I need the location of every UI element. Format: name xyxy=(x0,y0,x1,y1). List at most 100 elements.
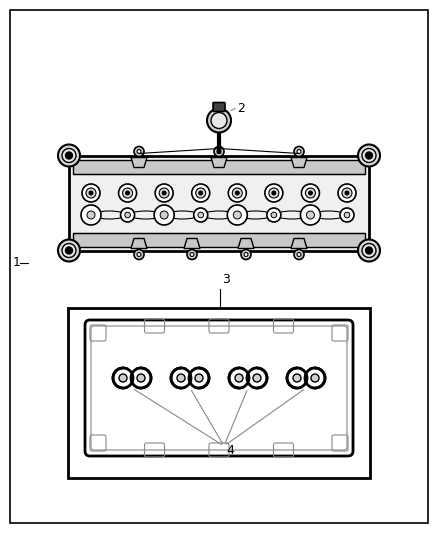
Circle shape xyxy=(269,188,279,198)
Circle shape xyxy=(307,211,314,219)
Circle shape xyxy=(271,212,277,218)
Circle shape xyxy=(134,249,144,260)
Circle shape xyxy=(235,374,243,382)
Circle shape xyxy=(305,188,315,198)
Circle shape xyxy=(62,244,76,257)
Polygon shape xyxy=(291,238,307,248)
Circle shape xyxy=(189,368,209,388)
Circle shape xyxy=(247,368,267,388)
Circle shape xyxy=(305,368,325,388)
Circle shape xyxy=(155,184,173,202)
Circle shape xyxy=(89,191,93,195)
Circle shape xyxy=(358,239,380,262)
Circle shape xyxy=(308,191,312,195)
Circle shape xyxy=(137,253,141,256)
Circle shape xyxy=(362,244,376,257)
Circle shape xyxy=(227,205,247,225)
Circle shape xyxy=(190,253,194,256)
Text: 4: 4 xyxy=(226,443,234,456)
Circle shape xyxy=(344,212,350,218)
Circle shape xyxy=(232,188,242,198)
Circle shape xyxy=(195,374,203,382)
Circle shape xyxy=(126,191,130,195)
Circle shape xyxy=(81,205,101,225)
Circle shape xyxy=(123,188,133,198)
Circle shape xyxy=(294,249,304,260)
Circle shape xyxy=(297,253,301,256)
Circle shape xyxy=(267,208,281,222)
Circle shape xyxy=(365,247,372,254)
Circle shape xyxy=(345,191,349,195)
Circle shape xyxy=(342,188,352,198)
Circle shape xyxy=(160,211,168,219)
Polygon shape xyxy=(131,157,147,167)
Circle shape xyxy=(340,208,354,222)
Circle shape xyxy=(113,368,133,388)
Text: 2: 2 xyxy=(237,102,245,115)
Circle shape xyxy=(229,368,249,388)
FancyBboxPatch shape xyxy=(69,156,369,251)
Bar xyxy=(239,368,257,388)
Circle shape xyxy=(358,144,380,166)
Circle shape xyxy=(120,208,134,222)
Circle shape xyxy=(66,152,73,159)
FancyBboxPatch shape xyxy=(213,102,225,111)
Bar xyxy=(73,159,365,174)
Circle shape xyxy=(297,149,301,154)
Bar xyxy=(68,308,370,478)
Circle shape xyxy=(198,212,204,218)
Circle shape xyxy=(244,253,248,256)
Circle shape xyxy=(137,374,145,382)
Circle shape xyxy=(137,149,141,154)
Bar xyxy=(73,232,365,246)
Circle shape xyxy=(311,374,319,382)
Circle shape xyxy=(207,109,231,133)
Circle shape xyxy=(265,184,283,202)
Circle shape xyxy=(211,112,227,128)
Text: 1: 1 xyxy=(13,256,21,270)
Polygon shape xyxy=(238,238,254,248)
Circle shape xyxy=(187,249,197,260)
Polygon shape xyxy=(184,238,200,248)
Circle shape xyxy=(154,205,174,225)
Circle shape xyxy=(233,211,241,219)
Circle shape xyxy=(199,191,203,195)
Circle shape xyxy=(217,149,221,154)
Circle shape xyxy=(159,188,169,198)
Circle shape xyxy=(214,147,224,157)
Circle shape xyxy=(196,188,206,198)
Circle shape xyxy=(300,205,321,225)
Circle shape xyxy=(58,239,80,262)
Circle shape xyxy=(293,374,301,382)
Circle shape xyxy=(194,208,208,222)
Circle shape xyxy=(87,211,95,219)
Circle shape xyxy=(86,188,96,198)
Circle shape xyxy=(171,368,191,388)
Circle shape xyxy=(66,247,73,254)
Polygon shape xyxy=(211,157,227,167)
Circle shape xyxy=(228,184,246,202)
Circle shape xyxy=(131,368,151,388)
Circle shape xyxy=(177,374,185,382)
Circle shape xyxy=(119,184,137,202)
Circle shape xyxy=(294,147,304,157)
Circle shape xyxy=(365,152,372,159)
Bar xyxy=(123,368,141,388)
Circle shape xyxy=(62,149,76,163)
Polygon shape xyxy=(131,238,147,248)
Circle shape xyxy=(119,374,127,382)
Circle shape xyxy=(58,144,80,166)
Circle shape xyxy=(125,212,131,218)
Circle shape xyxy=(162,191,166,195)
Circle shape xyxy=(301,184,319,202)
Circle shape xyxy=(134,147,144,157)
Circle shape xyxy=(287,368,307,388)
Circle shape xyxy=(338,184,356,202)
Circle shape xyxy=(192,184,210,202)
Bar xyxy=(297,368,315,388)
Polygon shape xyxy=(291,157,307,167)
Circle shape xyxy=(235,191,239,195)
Text: 3: 3 xyxy=(222,273,230,286)
Circle shape xyxy=(82,184,100,202)
Circle shape xyxy=(253,374,261,382)
